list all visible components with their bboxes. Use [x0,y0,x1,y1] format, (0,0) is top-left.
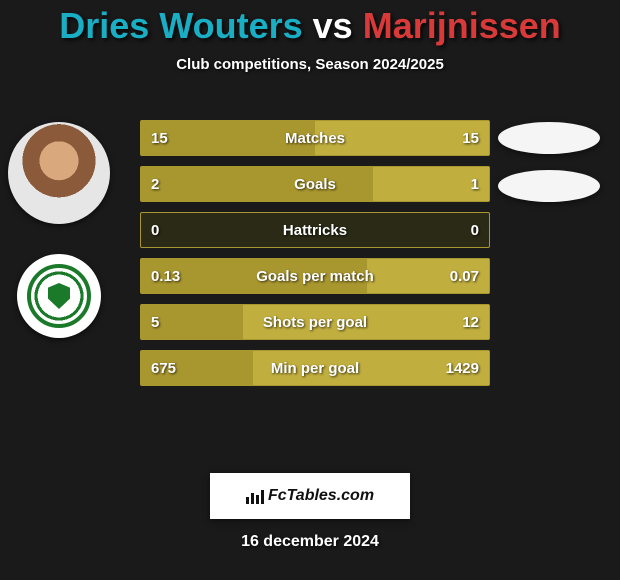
club-badge-icon [27,264,91,328]
stat-label: Hattricks [141,222,489,239]
stat-label: Shots per goal [141,314,489,331]
page-title: Dries Wouters vs Marijnissen [0,0,620,46]
title-vs: vs [313,5,353,46]
stat-row: 21Goals [140,166,490,202]
title-player2: Marijnissen [363,5,561,46]
stat-label: Min per goal [141,360,489,377]
player1-club-badge [17,254,101,338]
stat-row: 00Hattricks [140,212,490,248]
right-placeholder-column [498,122,600,202]
stat-row: 512Shots per goal [140,304,490,340]
fctables-watermark: FcTables.com [210,473,410,519]
stats-rows: 1515Matches 21Goals 00Hattricks 0.130.07Goa… [140,120,490,386]
fctables-label: FcTables.com [268,487,374,505]
player1-avatar [8,122,110,224]
title-player1: Dries Wouters [59,5,302,46]
subtitle: Club competitions, Season 2024/2025 [0,56,620,73]
stat-row: 0.130.07Goals per match [140,258,490,294]
chart-icon [246,488,264,504]
player2-avatar-placeholder [498,122,600,154]
left-icon-column [8,122,110,338]
date-label: 16 december 2024 [0,533,620,551]
stat-label: Goals [141,176,489,193]
player2-club-placeholder [498,170,600,202]
stat-row: 1515Matches [140,120,490,156]
stat-label: Matches [141,130,489,147]
stat-label: Goals per match [141,268,489,285]
stat-row: 6751429Min per goal [140,350,490,386]
